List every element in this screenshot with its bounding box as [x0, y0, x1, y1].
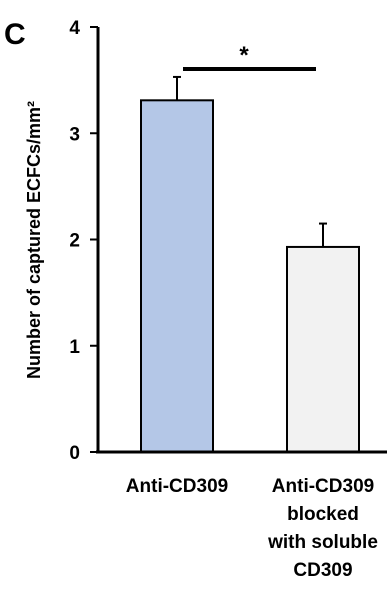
bars	[140, 99, 360, 453]
x-tick-label: Anti-CD309	[272, 476, 374, 497]
error-bars	[173, 75, 327, 247]
y-tick-label: 3	[69, 124, 80, 145]
x-axis-labels: Anti-CD309 Anti-CD309 blocked with soluble C…	[126, 476, 378, 581]
x-tick-label: Anti-CD309	[126, 476, 228, 497]
panel-label: C	[4, 18, 26, 51]
bar	[140, 99, 214, 453]
y-tick-label: 2	[69, 231, 80, 252]
y-axis-label: Number of captured ECFCs/mm²	[24, 101, 44, 379]
bar	[286, 245, 360, 453]
y-tick-label: 4	[69, 18, 80, 39]
y-tick-label: 1	[69, 337, 80, 358]
y-axis-ticks: 0 1 2 3 4	[69, 18, 98, 464]
x-tick-label: blocked	[287, 504, 359, 525]
significance-marker: *	[183, 42, 316, 71]
x-tick-label: with soluble	[267, 532, 378, 553]
x-tick-label: CD309	[293, 560, 352, 581]
significance-star: *	[239, 42, 249, 69]
y-tick-label: 0	[69, 443, 80, 464]
